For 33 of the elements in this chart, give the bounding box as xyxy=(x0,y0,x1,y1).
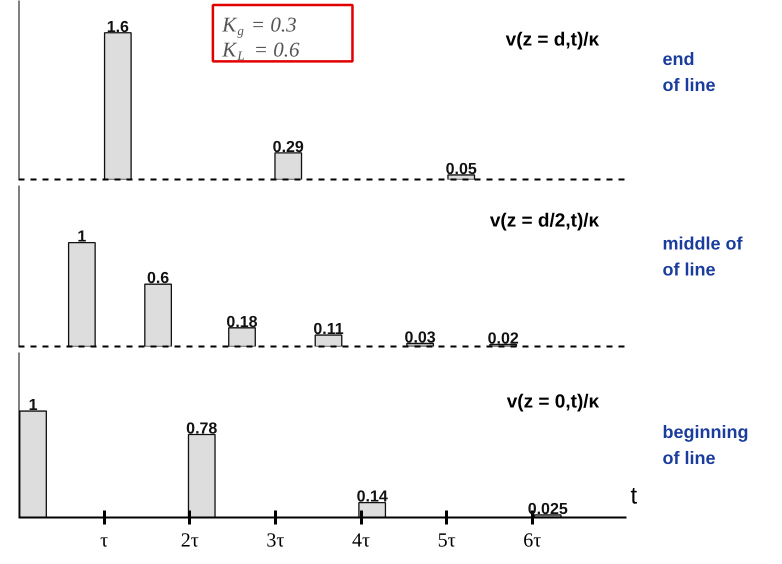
bar xyxy=(144,284,172,346)
data-label: 0.18 xyxy=(226,314,258,331)
data-label: 0.29 xyxy=(272,138,304,156)
chart-title: v(z = d,t)/κ xyxy=(506,29,600,50)
x-tick-label: τ xyxy=(100,530,108,552)
x-tick-label: 6τ xyxy=(523,530,542,552)
text: middle of of line xyxy=(662,233,744,280)
data-label: 0.78 xyxy=(186,420,218,438)
bar xyxy=(188,434,216,518)
data-label: 1.6 xyxy=(106,18,130,36)
chart-title: v(z = 0,t)/κ xyxy=(506,392,600,412)
x-tick-label: 3τ xyxy=(266,530,284,552)
x-axis-title: t xyxy=(630,482,638,510)
data-label: 0.03 xyxy=(404,329,436,346)
data-label: 0.02 xyxy=(488,330,519,348)
data-label: 0.025 xyxy=(528,500,568,518)
data-label: 0.11 xyxy=(313,321,344,338)
data-label: 0.05 xyxy=(446,160,477,178)
text: end of line xyxy=(662,49,716,96)
bar xyxy=(19,410,47,518)
bar xyxy=(314,334,342,346)
data-label: 0.14 xyxy=(356,488,388,506)
data-label: 0.6 xyxy=(146,270,170,288)
x-tick-label: 2τ xyxy=(180,530,199,552)
bar xyxy=(358,502,386,518)
data-label: 1 xyxy=(28,397,38,414)
data-label: 1 xyxy=(77,228,86,246)
text: beginning of line xyxy=(662,422,748,468)
x-tick-label: 4τ xyxy=(352,530,370,552)
bar xyxy=(68,242,96,346)
chart-title: v(z = d/2,t)/κ xyxy=(490,210,600,232)
bar xyxy=(228,327,256,346)
x-tick-label: 5τ xyxy=(438,530,456,552)
